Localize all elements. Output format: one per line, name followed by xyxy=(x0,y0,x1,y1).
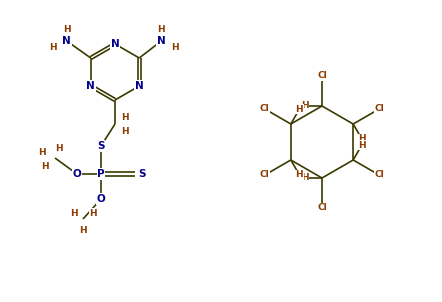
Text: H: H xyxy=(301,174,309,182)
Text: H: H xyxy=(41,162,49,171)
Text: H: H xyxy=(55,143,63,153)
Text: N: N xyxy=(135,81,144,91)
Text: Cl: Cl xyxy=(374,104,384,114)
Text: H: H xyxy=(49,43,57,53)
Text: Cl: Cl xyxy=(317,204,327,213)
Text: N: N xyxy=(110,39,119,49)
Text: H: H xyxy=(70,208,78,217)
Text: N: N xyxy=(157,36,166,46)
Text: Cl: Cl xyxy=(260,171,270,179)
Text: Cl: Cl xyxy=(260,104,270,114)
Text: H: H xyxy=(38,147,46,156)
Text: H: H xyxy=(79,226,87,234)
Text: H: H xyxy=(358,134,366,143)
Text: N: N xyxy=(86,81,95,91)
Text: H: H xyxy=(171,43,179,53)
Text: H: H xyxy=(157,25,165,34)
Text: S: S xyxy=(97,141,105,151)
Text: H: H xyxy=(63,25,71,34)
Text: H: H xyxy=(296,105,303,114)
Text: H: H xyxy=(121,127,129,136)
Text: H: H xyxy=(89,208,97,217)
Text: N: N xyxy=(62,36,71,46)
Text: Cl: Cl xyxy=(317,72,327,81)
Text: S: S xyxy=(138,169,146,179)
Text: H: H xyxy=(121,114,129,123)
Text: O: O xyxy=(97,194,105,204)
Text: H: H xyxy=(296,170,303,179)
Text: P: P xyxy=(97,169,105,179)
Text: Cl: Cl xyxy=(374,171,384,179)
Text: O: O xyxy=(72,169,81,179)
Text: H: H xyxy=(358,141,366,150)
Text: H: H xyxy=(301,101,309,111)
